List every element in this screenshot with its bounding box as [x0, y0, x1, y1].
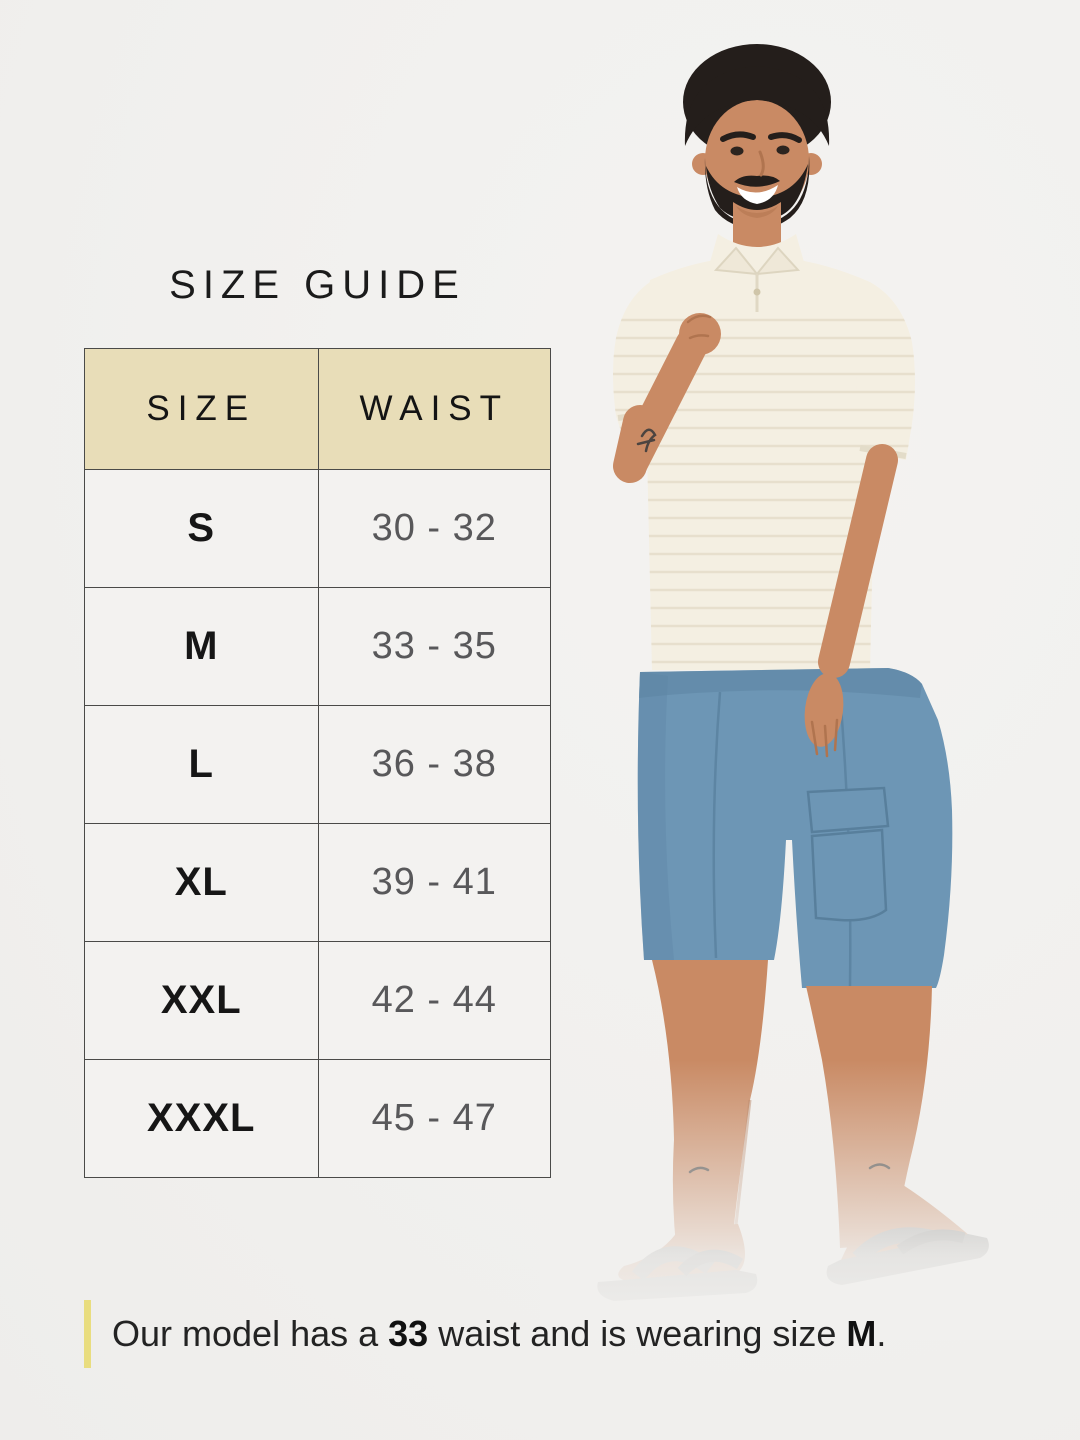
waist-cell: 42 - 44 [317, 942, 551, 1059]
waist-cell: 36 - 38 [317, 706, 551, 823]
size-cell: XXL [160, 978, 242, 1022]
size-cell: XXXL [147, 1096, 256, 1140]
note-accent-bar [84, 1300, 91, 1368]
table-row-m: M 33 - 35 [85, 588, 550, 706]
waist-cell: 33 - 35 [317, 588, 551, 705]
shorts-waistband [639, 668, 922, 698]
note-part3: . [876, 1313, 887, 1354]
header-cell-size: SIZE [146, 389, 257, 428]
model-cargo-pocket [806, 786, 890, 922]
table-row-xxl: XXL 42 - 44 [85, 942, 550, 1060]
table-row-l: L 36 - 38 [85, 706, 550, 824]
note-part1: Our model has a [112, 1313, 389, 1354]
size-cell: XL [174, 860, 228, 904]
waist-cell: 45 - 47 [317, 1060, 551, 1177]
model-illustration [540, 44, 1080, 1340]
model-raised-arm [613, 313, 721, 483]
size-cell: L [188, 742, 214, 786]
waist-cell: 30 - 32 [317, 470, 551, 587]
photo-bottom-fade [540, 1060, 1080, 1340]
model-face [684, 66, 830, 230]
note-part2: waist and is wearing size [428, 1313, 847, 1354]
model-photo [540, 20, 1080, 1340]
table-header-row: SIZE WAIST [85, 349, 550, 470]
model-neck [733, 202, 781, 260]
table-row-xl: XL 39 - 41 [85, 824, 550, 942]
note-text: Our model has a 33 waist and is wearing … [112, 1300, 886, 1368]
table-row-s: S 30 - 32 [85, 470, 550, 588]
size-table: SIZE WAIST S 30 - 32 M 33 - 35 L 36 - 38… [84, 348, 551, 1178]
note-waist-value: 33 [388, 1313, 429, 1354]
model-shorts [637, 668, 953, 988]
note-size-value: M [846, 1313, 877, 1354]
table-row-xxxl: XXXL 45 - 47 [85, 1060, 550, 1177]
model-hanging-arm [804, 444, 898, 758]
page-title: SIZE GUIDE [169, 263, 466, 307]
model-note: Our model has a 33 waist and is wearing … [84, 1300, 886, 1368]
waist-cell: 39 - 41 [317, 824, 551, 941]
size-cell: S [187, 506, 216, 550]
header-cell-waist: WAIST [317, 349, 551, 469]
size-cell: M [184, 624, 219, 668]
